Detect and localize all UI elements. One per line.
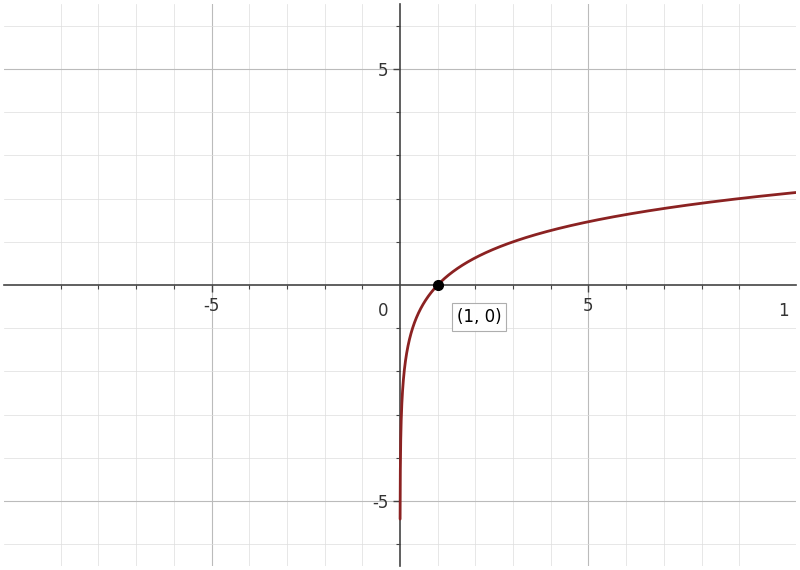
Text: 1: 1 <box>778 302 788 320</box>
Text: (1, 0): (1, 0) <box>457 308 501 325</box>
Text: 0: 0 <box>378 302 389 320</box>
